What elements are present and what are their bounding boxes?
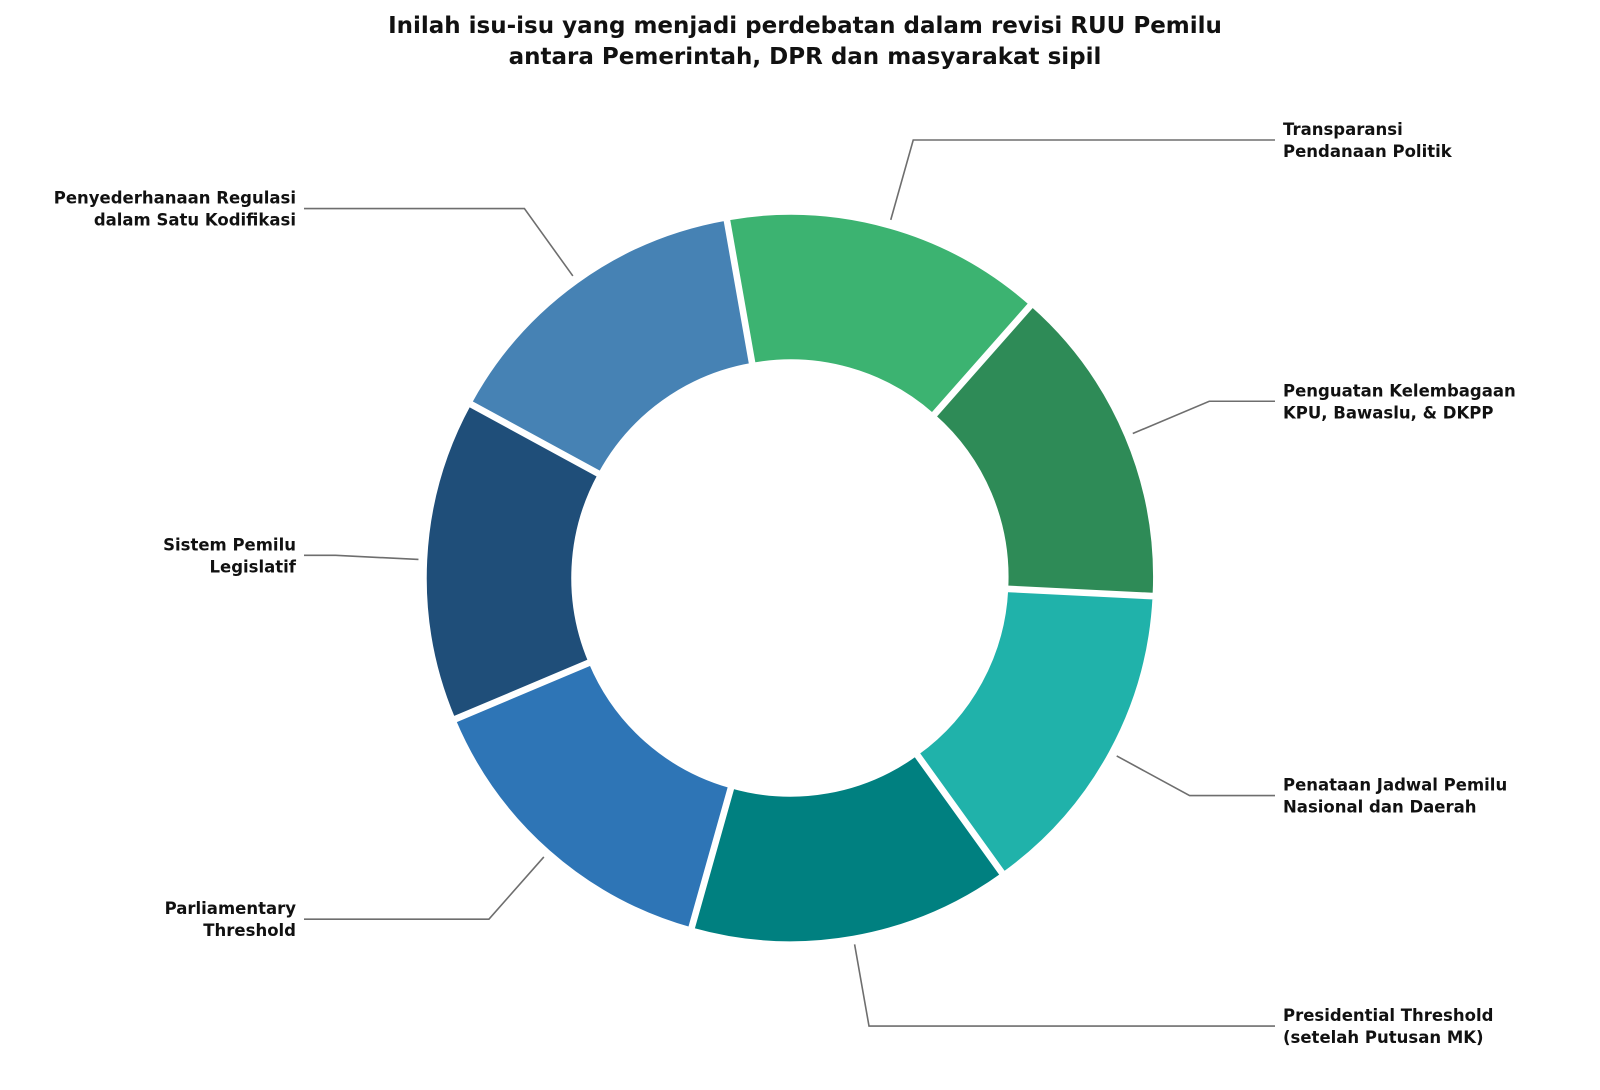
slice-label-1: Penyederhanaan Regulasi dalam Satu Kodifi…: [54, 189, 296, 230]
slice-label-5-line-1: Penataan Jadwal Pemilu: [1283, 776, 1507, 795]
slice-labels: Penyederhanaan Regulasi dalam Satu Kodifi…: [54, 120, 1516, 1047]
chart-title-line-1: Inilah isu-isu yang menjadi perdebatan d…: [388, 13, 1222, 39]
slice-label-2-line-1: Sistem Pemilu: [163, 535, 296, 554]
slice-label-4-line-1: Presidential Threshold: [1283, 1006, 1493, 1025]
slice-label-4: Presidential Threshold (setelah Putusan M…: [1283, 1006, 1493, 1047]
donut-slice-6: [931, 302, 1158, 598]
slice-label-6-line-2: KPU, Bawaslu, & DKPP: [1283, 403, 1493, 422]
leader-line-2: [304, 554, 419, 561]
donut-slice-2: [422, 402, 602, 722]
donut-slice-5: [914, 587, 1157, 877]
donut-slice-3: [451, 660, 733, 932]
donut-slices: [422, 210, 1158, 946]
leader-line-3: [304, 856, 545, 920]
donut-slice-1: [467, 216, 754, 476]
leader-line-6: [1132, 400, 1275, 435]
donut-slice-4: [689, 751, 1005, 946]
slice-label-2: Sistem Pemilu Legislatif: [163, 535, 297, 576]
slice-label-2-line-2: Legislatif: [209, 557, 296, 576]
slice-label-6: Penguatan Kelembagaan KPU, Bawaslu, & DKP…: [1283, 381, 1516, 422]
donut-slice-7: [725, 210, 1034, 418]
slice-label-7-line-1: Transparansi: [1283, 120, 1403, 139]
slice-label-7-line-2: Pendanaan Politik: [1283, 142, 1453, 161]
leader-line-4: [853, 944, 1275, 1027]
slice-label-5: Penataan Jadwal Pemilu Nasional dan Daera…: [1283, 776, 1507, 817]
slice-label-3-line-2: Threshold: [203, 921, 296, 940]
slice-label-4-line-2: (setelah Putusan MK): [1283, 1028, 1484, 1047]
leader-line-7: [889, 139, 1275, 221]
leader-line-5: [1116, 755, 1275, 797]
slice-label-1-line-1: Penyederhanaan Regulasi: [54, 189, 296, 208]
slice-label-3: Parliamentary Threshold: [165, 899, 297, 940]
slice-label-1-line-2: dalam Satu Kodifikasi: [94, 211, 296, 230]
leader-line-1: [304, 207, 574, 277]
chart-title: Inilah isu-isu yang menjadi perdebatan d…: [388, 13, 1222, 70]
slice-label-5-line-2: Nasional dan Daerah: [1283, 798, 1477, 817]
slice-label-6-line-1: Penguatan Kelembagaan: [1283, 381, 1516, 400]
leader-lines: [304, 139, 1275, 1027]
slice-label-3-line-1: Parliamentary: [165, 899, 297, 918]
chart-title-line-2: antara Pemerintah, DPR dan masyarakat si…: [509, 44, 1102, 70]
slice-label-7: Transparansi Pendanaan Politik: [1283, 120, 1453, 161]
